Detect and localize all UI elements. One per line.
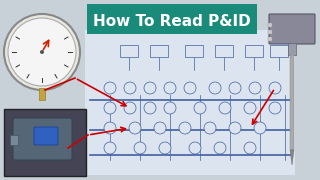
Circle shape xyxy=(209,82,221,94)
Circle shape xyxy=(104,82,116,94)
Circle shape xyxy=(194,102,206,114)
FancyBboxPatch shape xyxy=(269,14,315,44)
Circle shape xyxy=(179,122,191,134)
Circle shape xyxy=(269,102,281,114)
Circle shape xyxy=(129,122,141,134)
Bar xyxy=(268,30,272,34)
Circle shape xyxy=(144,102,156,114)
Bar xyxy=(270,45,288,57)
Circle shape xyxy=(134,142,146,154)
Bar xyxy=(268,23,272,27)
Circle shape xyxy=(214,142,226,154)
Circle shape xyxy=(154,122,166,134)
Circle shape xyxy=(164,102,176,114)
Circle shape xyxy=(4,14,80,90)
Circle shape xyxy=(219,102,231,114)
Bar xyxy=(245,45,263,57)
Polygon shape xyxy=(290,150,294,165)
FancyBboxPatch shape xyxy=(13,118,72,160)
Circle shape xyxy=(269,82,281,94)
Text: How To Read P&ID: How To Read P&ID xyxy=(93,14,251,28)
Circle shape xyxy=(229,122,241,134)
Circle shape xyxy=(104,142,116,154)
Bar xyxy=(185,45,203,57)
Bar xyxy=(288,43,296,55)
Circle shape xyxy=(244,142,256,154)
Circle shape xyxy=(40,50,44,54)
Bar xyxy=(215,45,233,57)
Circle shape xyxy=(124,82,136,94)
Bar xyxy=(290,55,294,150)
Circle shape xyxy=(254,122,266,134)
FancyBboxPatch shape xyxy=(85,30,295,175)
Circle shape xyxy=(244,102,256,114)
Circle shape xyxy=(249,82,261,94)
Bar xyxy=(120,45,138,57)
Circle shape xyxy=(164,82,176,94)
Bar xyxy=(150,45,168,57)
Circle shape xyxy=(104,122,116,134)
FancyBboxPatch shape xyxy=(87,4,257,34)
Circle shape xyxy=(184,82,196,94)
Bar xyxy=(10,135,18,145)
FancyBboxPatch shape xyxy=(4,109,86,176)
Circle shape xyxy=(204,122,216,134)
Circle shape xyxy=(159,142,171,154)
Circle shape xyxy=(229,82,241,94)
Bar xyxy=(39,88,45,100)
Bar xyxy=(268,37,272,41)
Circle shape xyxy=(104,102,116,114)
FancyBboxPatch shape xyxy=(34,127,58,145)
Circle shape xyxy=(124,102,136,114)
Circle shape xyxy=(8,18,76,86)
Circle shape xyxy=(144,82,156,94)
Circle shape xyxy=(189,142,201,154)
